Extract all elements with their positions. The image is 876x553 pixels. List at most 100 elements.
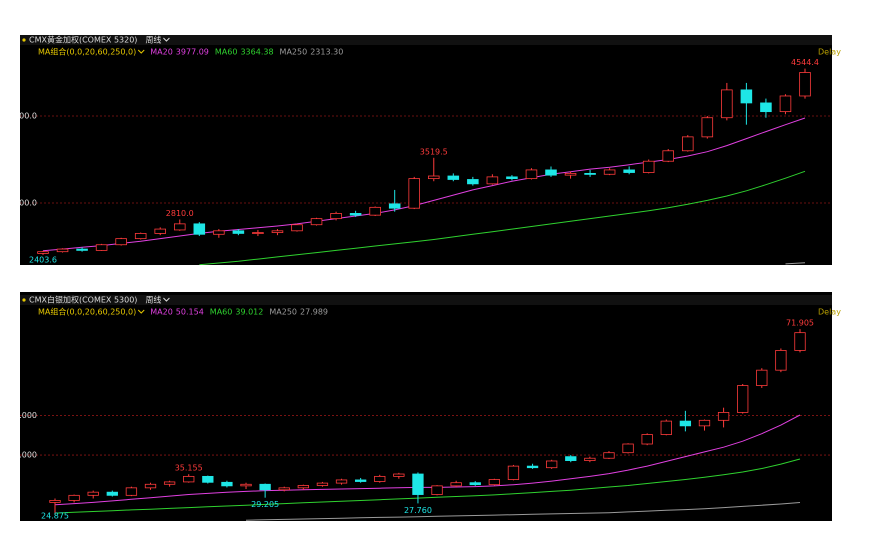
candle-body [698,419,711,427]
candle-body [213,230,225,235]
candle-body [450,482,462,487]
ma-line [54,458,801,514]
candle-body [717,412,730,421]
candle-body [565,456,577,461]
ma-line [54,414,801,506]
candle-body [115,238,127,246]
period-selector[interactable]: 周线 [145,35,161,45]
candle-body [240,483,252,487]
candle-body [259,483,271,491]
dropdown-chevron [137,49,145,54]
candle-body [623,169,635,173]
candle-body [163,481,176,485]
dropdown-chevron [163,37,170,42]
panel-background [20,292,832,521]
candle-body [584,457,596,461]
legend-value: 50.154 [176,308,204,317]
candle-body [173,223,186,231]
candle-body [349,213,362,216]
dropdown-chevron [137,309,145,314]
candle-body [603,169,616,175]
candle-body [154,228,167,234]
candle-body [737,385,749,413]
candle-body [525,169,538,180]
candle-body [467,179,479,185]
candle-body [144,483,157,489]
ma-line [245,502,801,521]
candle-body [68,494,80,501]
candle-body [369,206,381,216]
candle-body [506,176,518,180]
candle-body [76,248,88,251]
candle-body [740,89,753,104]
candle-body [507,465,520,480]
low-label: 29.205 [251,500,279,509]
ma-line [42,117,806,252]
candle-body [603,452,615,459]
legend-name: MA60 [215,48,238,57]
candle-body [134,233,147,240]
legend-value: 3977.09 [176,48,209,57]
high-label: 3519.5 [420,147,448,156]
plot-area: 4000.0 3000.0 2810.0 3519.5 4544.4 2403.6 [9,58,832,265]
legend-name: MA20 [150,308,173,317]
candle-body [291,224,303,232]
candle-body [87,491,99,496]
candle-body [756,369,768,386]
period-selector[interactable]: 周线 [145,295,161,305]
dropdown-chevron [163,297,170,302]
y-tick-label: 50.000 [9,411,37,420]
panel-background [20,35,832,265]
legend-value: 3364.38 [240,48,273,57]
candle-body [799,72,811,97]
status-dot [22,38,26,42]
candle-body [95,244,108,251]
candle-body [316,482,329,486]
data-status: Delay [818,308,841,317]
instrument-title: CMX黄金加权(COMEX 5320) [29,35,137,45]
high-label: 35.155 [175,464,203,473]
candle-body [545,169,557,176]
ma-group: MA组合(0,0,20,60,250,0) [38,307,136,317]
chart-panel: 4000.0 3000.0 2810.0 3519.5 4544.4 2403.6 CMX黄… [9,35,841,265]
header-bar [20,295,832,305]
candle-body [252,232,264,234]
candle-body [388,203,401,209]
legend-name: MA20 [150,48,173,57]
candle-body [106,491,118,496]
candle-body [221,481,233,487]
high-label: 2810.0 [166,209,194,218]
candle-body [662,150,675,162]
candle-body [794,332,806,351]
candle-body [660,420,672,435]
y-tick-label: 3000.0 [9,198,37,207]
candle-body [701,117,714,138]
instrument-title: CMX白银加权(COMEX 5300) [29,295,137,305]
y-tick-label: 4000.0 [9,111,37,120]
candle-body [431,485,443,495]
candle-body [278,487,290,491]
candle-body [49,500,61,503]
ma-group: MA组合(0,0,20,60,250,0) [38,47,136,57]
candle-body [335,479,348,484]
candle-body [125,487,138,496]
low-label: 24.875 [41,512,69,521]
candle-body [486,176,499,185]
candle-body [310,218,323,226]
candle-body [202,475,214,483]
low-label: 2403.6 [29,256,57,265]
status-dot [22,298,26,302]
candle-body [775,350,787,371]
legend-name: MA60 [210,308,233,317]
high-label: 71.905 [786,319,814,328]
candle-body [681,136,694,152]
candle-body [408,178,421,209]
candle-body [412,473,424,495]
candle-body [393,473,405,477]
ma-line [785,262,806,265]
legend-value: 39.012 [235,308,263,317]
plot-area: 50.000 40.000 35.155 29.205 27.760 71.905 24.8… [9,319,832,521]
candle-body [297,485,309,489]
candle-body [564,173,577,176]
